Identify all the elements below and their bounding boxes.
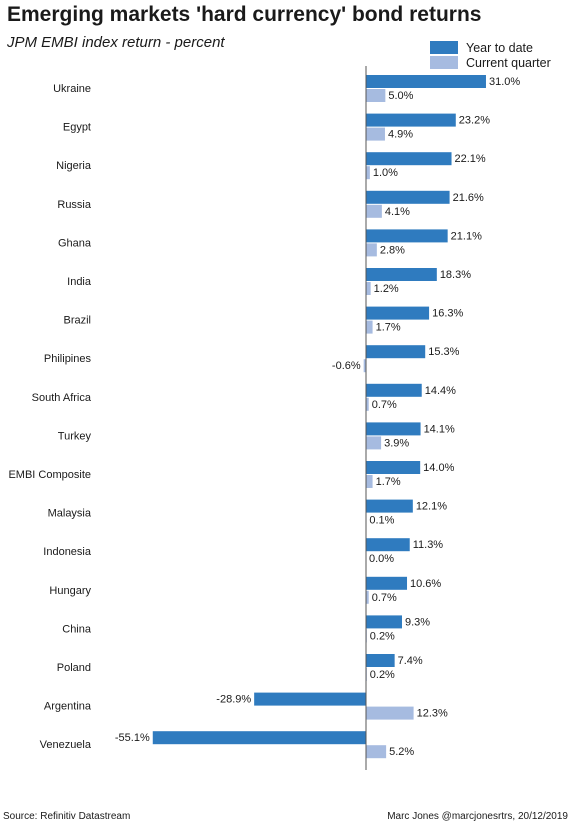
category-label: Nigeria (56, 160, 92, 172)
bar-quarter (366, 475, 373, 488)
data-label-quarter: 1.0% (373, 167, 398, 179)
bar-ytd (366, 615, 402, 629)
data-label-quarter: 1.7% (376, 322, 401, 334)
bar-ytd (366, 461, 421, 474)
category-label: Malaysia (48, 508, 92, 520)
chart-title: Emerging markets 'hard currency' bond re… (7, 3, 482, 26)
category-label: Turkey (58, 430, 92, 442)
data-label-ytd: 9.3% (405, 616, 430, 628)
bar-ytd (254, 692, 366, 706)
data-label-ytd: 15.3% (428, 346, 459, 358)
category-label: Ukraine (53, 83, 91, 95)
data-label-quarter: 12.3% (417, 708, 448, 720)
category-label: Argentina (44, 701, 92, 713)
bar-quarter (366, 243, 377, 257)
data-label-quarter: 1.7% (376, 476, 401, 488)
data-label-ytd: 7.4% (398, 655, 423, 667)
category-label: Russia (57, 199, 92, 211)
data-label-quarter: 3.9% (384, 437, 409, 449)
bar-ytd (366, 229, 448, 243)
data-label-ytd: 22.1% (455, 153, 486, 165)
bar-quarter (366, 89, 386, 102)
category-label: Egypt (63, 122, 91, 134)
category-label: Ghana (58, 237, 92, 249)
category-label: Indonesia (43, 546, 92, 558)
data-label-quarter: 0.0% (369, 553, 394, 565)
legend-label-ytd: Year to date (466, 40, 533, 55)
category-label: Poland (57, 662, 91, 674)
data-label-ytd: 16.3% (432, 308, 463, 320)
bar-quarter (366, 320, 373, 334)
data-label-quarter: 0.7% (372, 592, 397, 604)
data-label-ytd: 21.1% (451, 230, 482, 242)
bar-ytd (366, 383, 422, 397)
data-label-ytd: 10.6% (410, 578, 441, 590)
bar-quarter (366, 745, 387, 759)
data-label-ytd: 14.1% (424, 423, 455, 435)
bar-quarter (366, 436, 382, 450)
data-label-quarter: 4.9% (388, 129, 413, 141)
bar-quarter (366, 397, 369, 411)
legend: Year to date Current quarter (430, 40, 551, 70)
data-label-quarter: 4.1% (385, 206, 410, 218)
data-label-quarter: 0.7% (372, 399, 397, 411)
data-label-ytd: 31.0% (489, 76, 520, 88)
source-note: Source: Refinitiv Datastream (3, 811, 131, 822)
data-label-ytd: 21.6% (453, 192, 484, 204)
legend-item-quarter: Current quarter (430, 55, 551, 70)
data-label-quarter: 1.2% (374, 283, 399, 295)
bar-ytd (366, 499, 413, 513)
category-label: EMBI Composite (8, 469, 91, 481)
bar-ytd (366, 654, 395, 667)
data-label-quarter: 2.8% (380, 244, 405, 256)
bar-quarter (366, 204, 382, 218)
data-label-ytd: 18.3% (440, 269, 471, 281)
category-label: Philipines (44, 353, 92, 365)
category-label: India (67, 276, 92, 288)
category-label: China (62, 623, 92, 635)
data-label-ytd: 14.0% (423, 462, 454, 474)
legend-swatch-quarter (430, 56, 458, 69)
legend-label-quarter: Current quarter (466, 55, 551, 70)
data-label-ytd: 14.4% (425, 385, 456, 397)
data-label-quarter: 5.2% (389, 746, 414, 758)
data-label-quarter: 0.2% (370, 630, 395, 642)
category-label: Brazil (63, 315, 91, 327)
bar-quarter (366, 706, 414, 720)
bar-ytd (366, 306, 430, 320)
data-label-quarter: -0.6% (332, 360, 361, 372)
bar-ytd (366, 190, 450, 204)
bar-ytd (152, 731, 366, 745)
data-label-ytd: -55.1% (115, 732, 150, 744)
chart-subtitle: JPM EMBI index return - percent (7, 34, 225, 51)
bar-quarter (366, 166, 370, 180)
bar-ytd (366, 268, 437, 281)
category-label: Hungary (49, 585, 91, 597)
data-label-ytd: 12.1% (416, 501, 447, 513)
data-label-quarter: 5.0% (388, 90, 413, 102)
bar-quarter (366, 282, 371, 295)
category-label: Venezuela (40, 739, 92, 751)
bar-ytd (366, 576, 408, 590)
data-label-ytd: 11.3% (413, 539, 444, 551)
category-label: South Africa (32, 392, 92, 404)
bar-ytd (366, 345, 426, 359)
bar-quarter (366, 127, 385, 141)
bar-ytd (366, 422, 421, 436)
credit-note: Marc Jones @marcjonesrtrs, 20/12/2019 (387, 811, 568, 822)
data-label-quarter: 0.1% (369, 515, 394, 527)
bar-ytd (366, 152, 452, 166)
legend-item-ytd: Year to date (430, 40, 551, 55)
bar-quarter (363, 359, 366, 373)
bar-ytd (366, 113, 456, 127)
data-label-ytd: 23.2% (459, 115, 490, 127)
bar-ytd (366, 75, 486, 88)
bar-ytd (366, 538, 410, 552)
bar-quarter (366, 590, 369, 604)
data-label-ytd: -28.9% (216, 694, 251, 706)
data-label-quarter: 0.2% (370, 669, 395, 681)
legend-swatch-ytd (430, 41, 458, 54)
